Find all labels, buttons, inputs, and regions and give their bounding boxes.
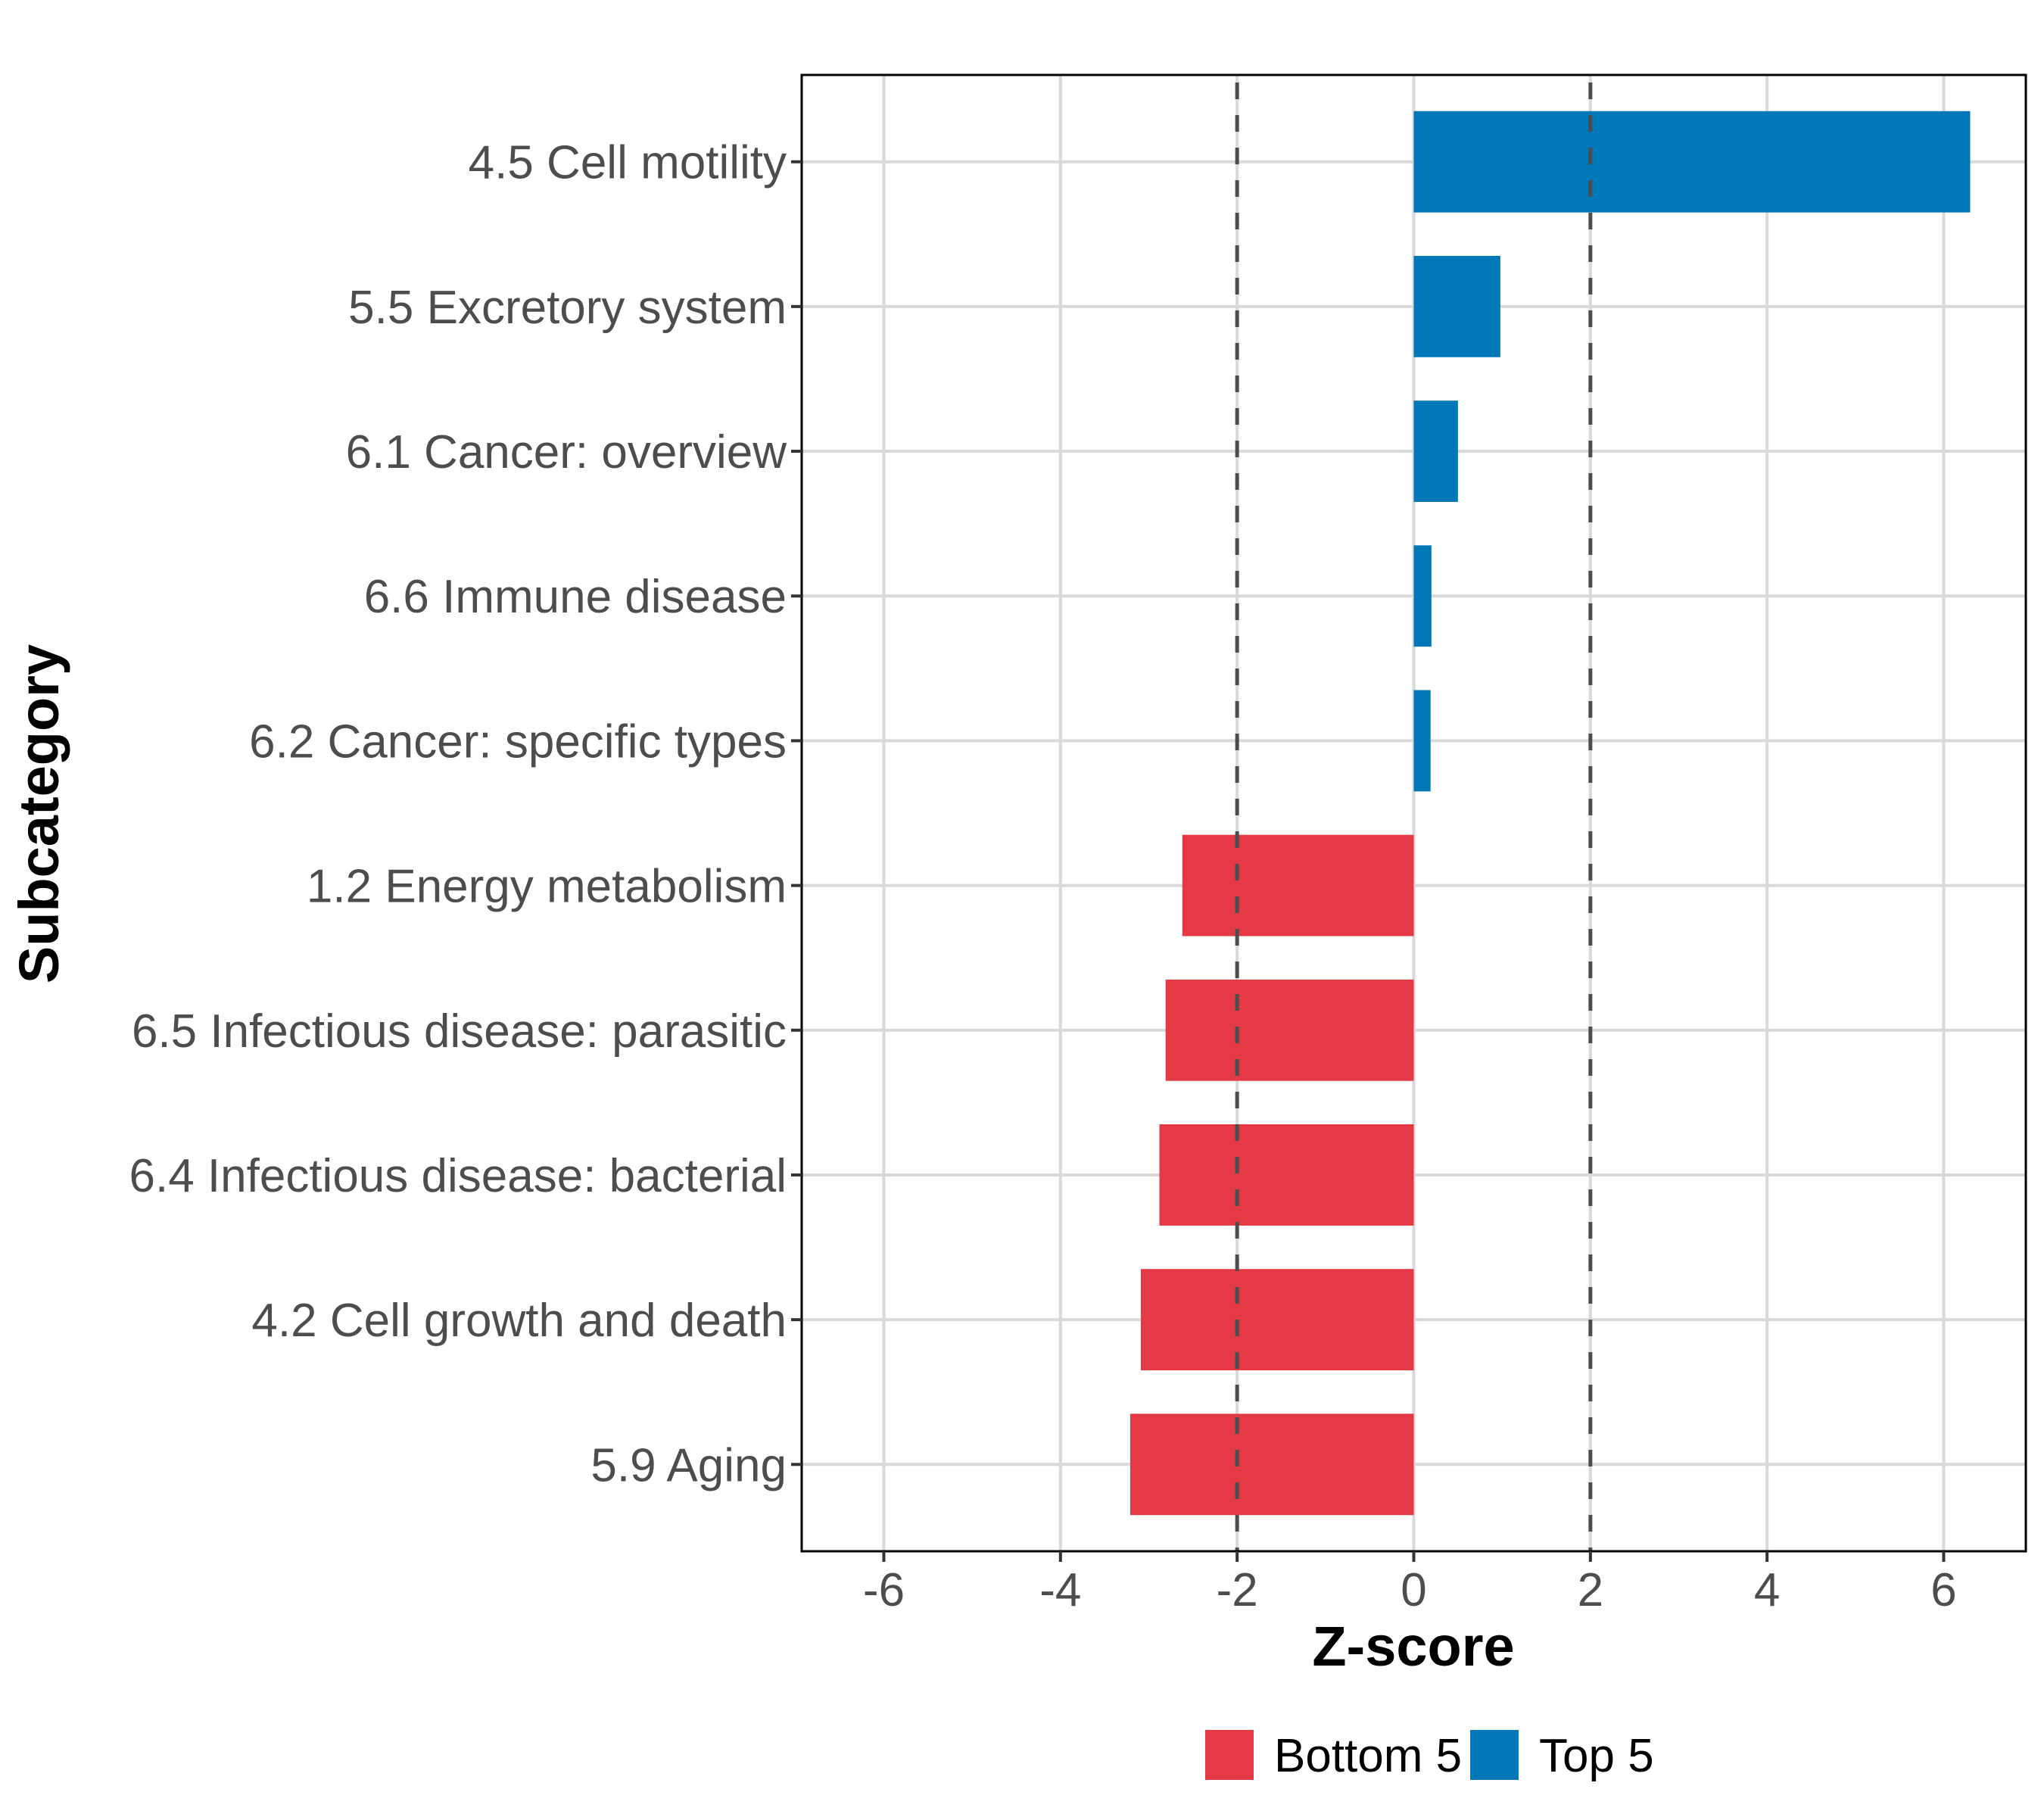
y-axis-title: Subcategory xyxy=(8,644,70,983)
y-tick-label: 6.6 Immune disease xyxy=(364,571,787,623)
x-tick-label: 0 xyxy=(1401,1564,1426,1616)
x-tick-label: -4 xyxy=(1039,1564,1081,1616)
legend-key-bottom-5 xyxy=(1205,1730,1254,1780)
bar-6-6-immune-disease xyxy=(1413,545,1432,647)
bar-4-2-cell-growth-and-death xyxy=(1141,1269,1414,1371)
bar-6-2-cancer-specific-types xyxy=(1413,690,1431,792)
x-axis-title: Z-score xyxy=(1312,1615,1514,1678)
x-axis-labels: -6 -4 -2 0 2 4 6 xyxy=(863,1564,1957,1616)
bar-1-2-energy-metabolism xyxy=(1182,834,1414,937)
x-tick-label: 6 xyxy=(1930,1564,1956,1616)
y-tick-label: 6.2 Cancer: specific types xyxy=(249,715,787,768)
x-tick-label: 4 xyxy=(1754,1564,1780,1616)
x-tick-label: -2 xyxy=(1217,1564,1258,1616)
x-axis-ticks xyxy=(882,1551,1946,1562)
y-tick-label: 6.1 Cancer: overview xyxy=(346,426,787,478)
x-tick-label: 2 xyxy=(1578,1564,1603,1616)
y-axis-labels: 4.5 Cell motility 5.5 Excretory system 6.1… xyxy=(129,137,787,1492)
legend: Bottom 5 Top 5 xyxy=(1205,1730,1654,1782)
bar-4-5-cell-motility xyxy=(1413,111,1971,213)
y-tick-label: 4.2 Cell growth and death xyxy=(251,1295,787,1347)
x-tick-label: -6 xyxy=(863,1564,905,1616)
y-tick-label: 6.5 Infectious disease: parasitic xyxy=(132,1005,787,1058)
bar-6-4-infectious-disease-bacterial xyxy=(1159,1124,1414,1226)
legend-label-top-5: Top 5 xyxy=(1539,1730,1654,1782)
bar-6-1-cancer-overview xyxy=(1413,400,1458,502)
y-tick-label: 4.5 Cell motility xyxy=(469,137,787,189)
y-tick-label: 1.2 Energy metabolism xyxy=(307,861,787,913)
y-axis-ticks xyxy=(791,160,802,1466)
bar-6-5-infectious-disease-parasitic xyxy=(1165,979,1414,1081)
y-tick-label: 5.9 Aging xyxy=(590,1439,787,1491)
y-tick-label: 5.5 Excretory system xyxy=(348,282,787,334)
legend-key-top-5 xyxy=(1470,1730,1519,1780)
bar-5-9-aging xyxy=(1130,1413,1414,1516)
bar-5-5-excretory-system xyxy=(1413,255,1500,357)
y-tick-label: 6.4 Infectious disease: bacterial xyxy=(129,1150,787,1202)
bars xyxy=(1130,111,1971,1516)
legend-label-bottom-5: Bottom 5 xyxy=(1274,1730,1462,1782)
